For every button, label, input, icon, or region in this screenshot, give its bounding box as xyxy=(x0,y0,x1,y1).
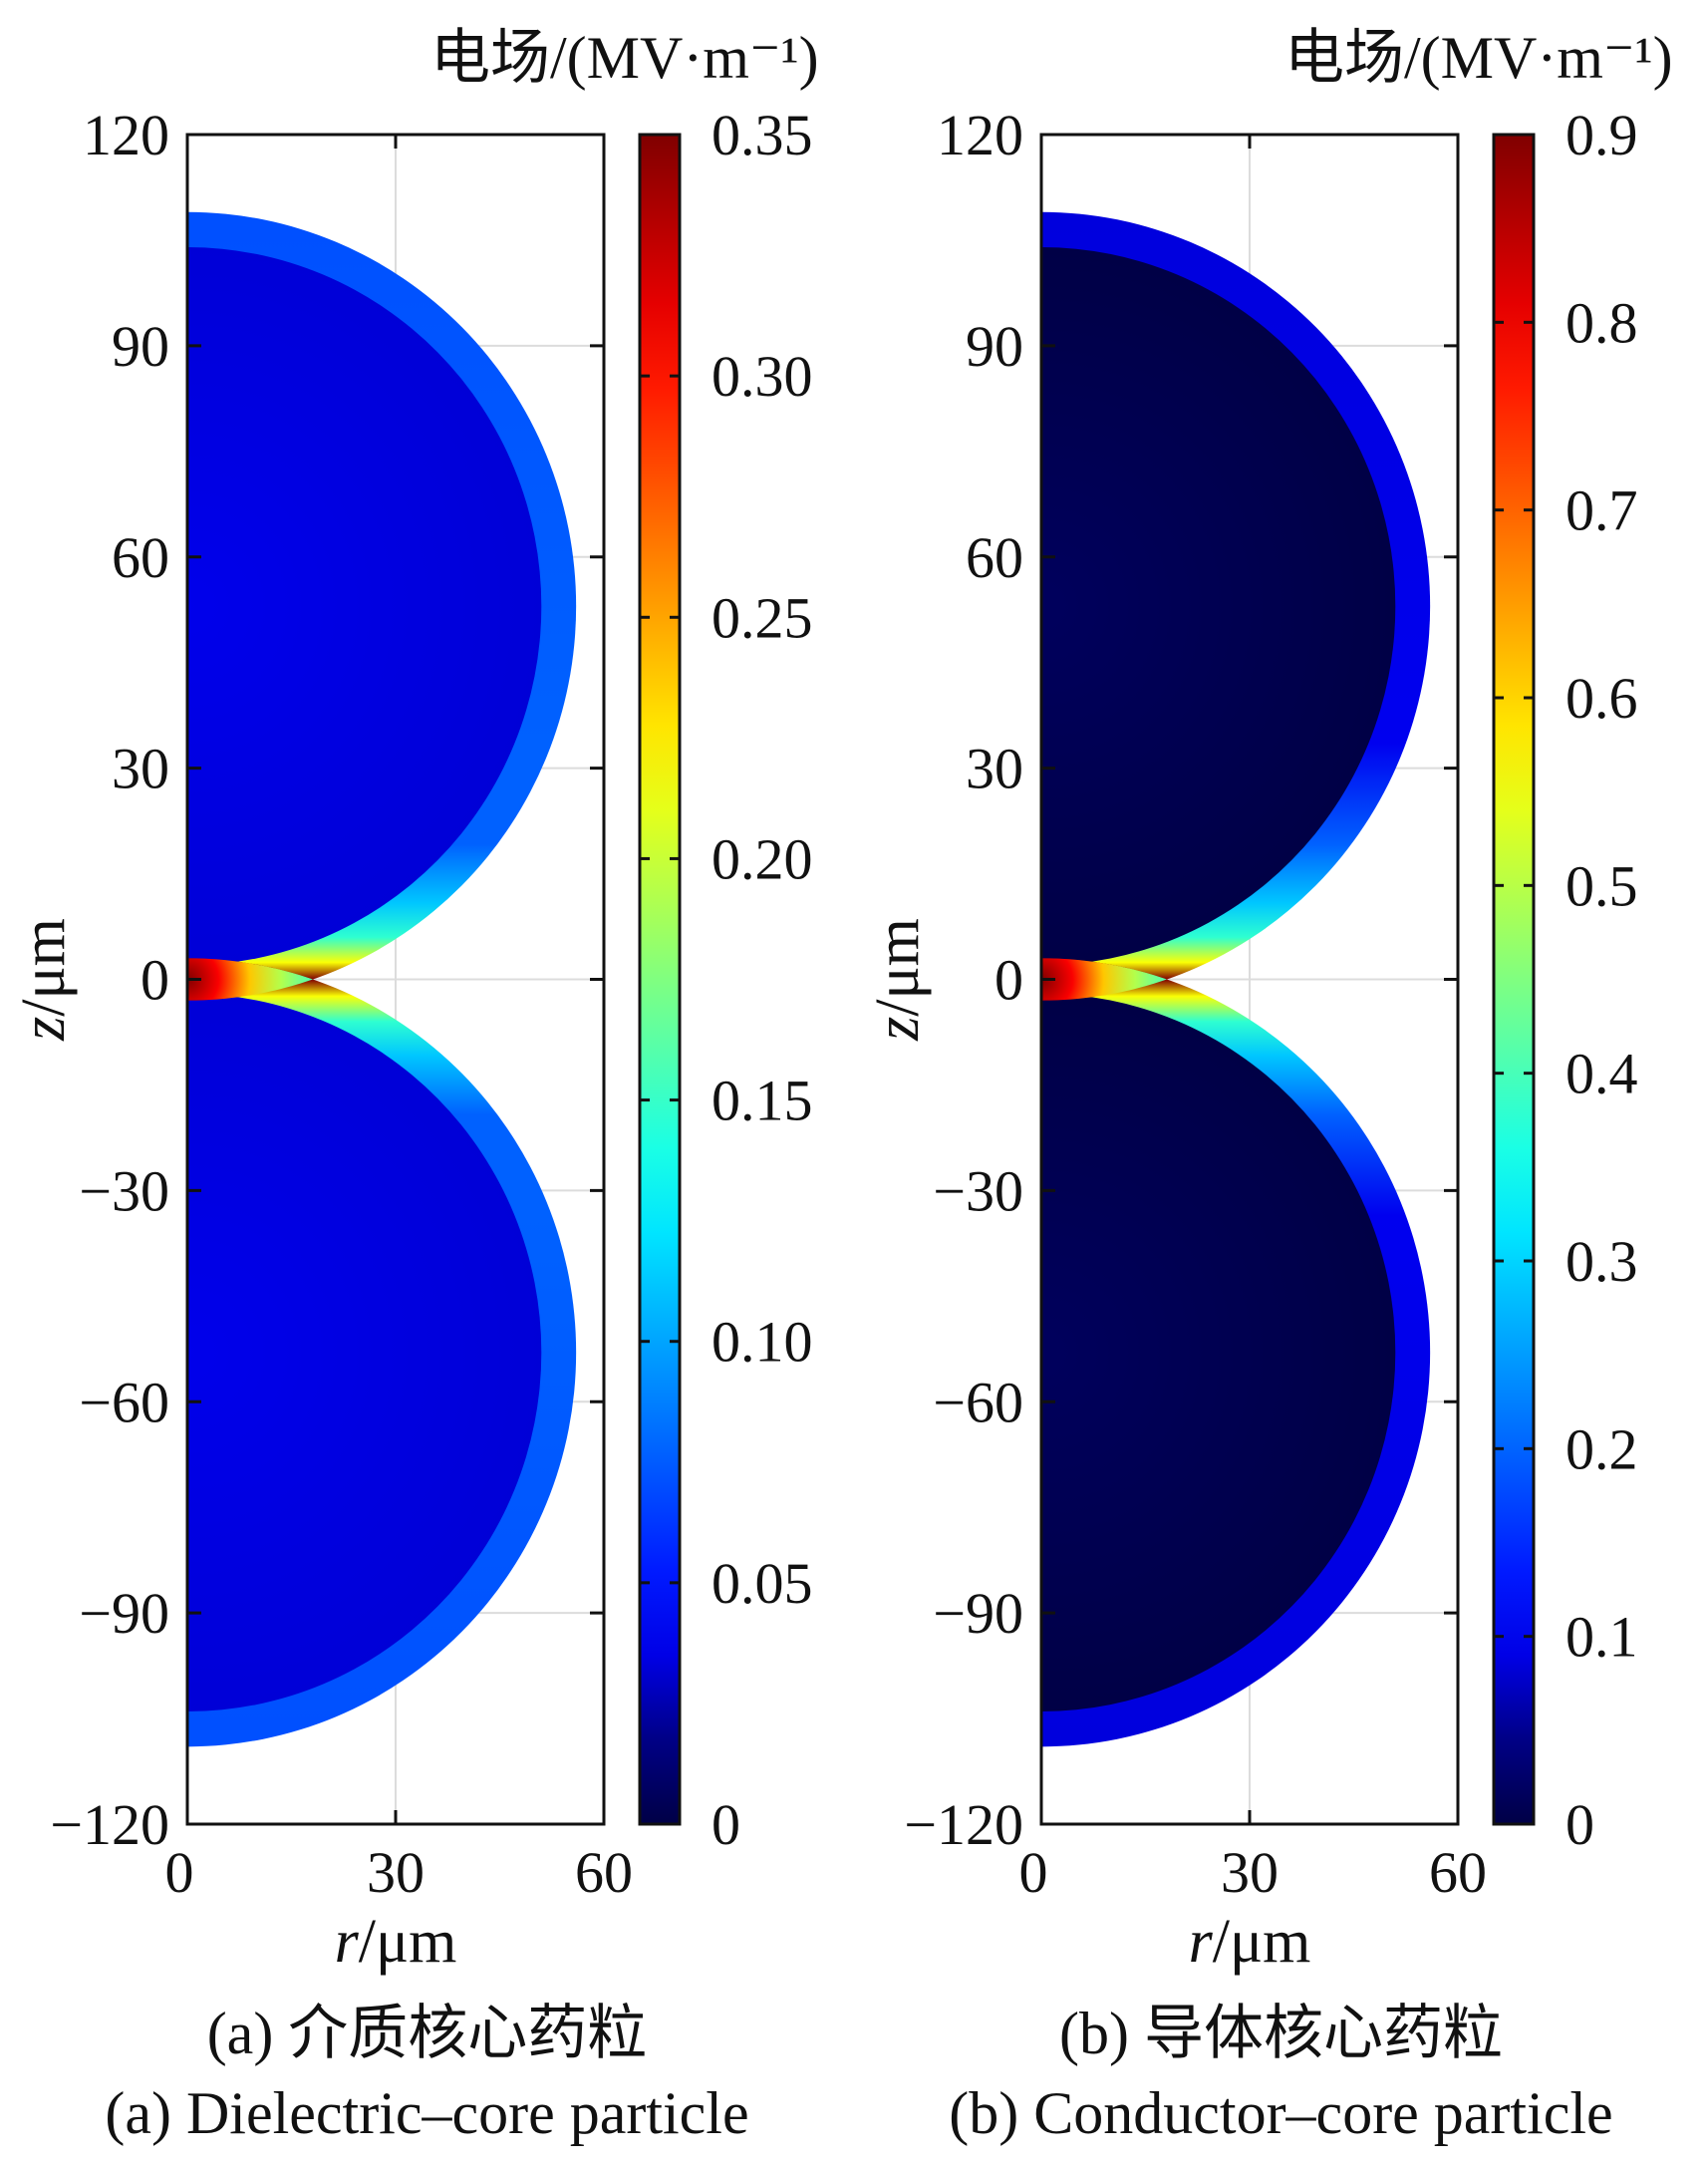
y-tick-label: −90 xyxy=(933,1581,1023,1646)
x-tick-label: 30 xyxy=(367,1840,425,1905)
colorbar-tick-label: 0.4 xyxy=(1566,1042,1638,1106)
plot-area xyxy=(1041,135,1458,1824)
y-tick-label: 60 xyxy=(966,525,1023,590)
y-tick-label: −120 xyxy=(904,1792,1023,1857)
particle-core xyxy=(187,247,542,966)
panel-a: 120 90 60 30 0 −30 −60 −90 −120 0 30 60 r/μm z/μm 0.35… xyxy=(0,0,854,2143)
x-tick-label: 30 xyxy=(1221,1840,1279,1905)
y-tick-label: −30 xyxy=(79,1158,169,1223)
colorbar-tick-label: 0.05 xyxy=(712,1551,813,1616)
colorbar-tick-label: 0 xyxy=(712,1792,740,1857)
y-tick-label: 120 xyxy=(937,103,1023,167)
caption-a-en: (a) Dielectric–core particle xyxy=(105,2080,749,2146)
colorbar-title: 电场/(MV·m⁻¹) xyxy=(1284,25,1673,91)
colorbar-tick-label: 0.5 xyxy=(1566,853,1638,918)
y-axis-label: z/μm xyxy=(864,918,932,1042)
colorbar-tick-label: 0.8 xyxy=(1566,290,1638,355)
gap-hotspot xyxy=(1041,958,1167,1001)
x-axis-label: r/μm xyxy=(1189,1908,1311,1976)
colorbar-tick-label: 0.1 xyxy=(1566,1605,1638,1670)
colorbar-tick-label: 0.25 xyxy=(712,585,813,650)
colorbar-tick-label: 0.2 xyxy=(1566,1416,1638,1481)
colorbar-tick-label: 0.10 xyxy=(712,1310,813,1375)
y-tick-label: 90 xyxy=(966,314,1023,379)
caption-b-en: (b) Conductor–core particle xyxy=(949,2080,1613,2146)
y-tick-label: 30 xyxy=(112,737,169,801)
x-tick-label: 60 xyxy=(1429,1840,1487,1905)
y-tick-label: 30 xyxy=(966,737,1023,801)
colorbar-tick-label: 0 xyxy=(1566,1792,1594,1857)
caption-a-zh: (a) 介质核心药粒 xyxy=(206,2001,648,2066)
colorbar-tick-label: 0.35 xyxy=(712,103,813,167)
colorbar-title: 电场/(MV·m⁻¹) xyxy=(430,25,819,91)
y-tick-label: 0 xyxy=(141,948,169,1013)
colorbar-tick-label: 0.3 xyxy=(1566,1229,1638,1294)
colorbar-tick-label: 0.9 xyxy=(1566,103,1638,167)
x-tick-label: 0 xyxy=(1019,1840,1048,1905)
y-tick-label: −60 xyxy=(933,1370,1023,1434)
colorbar-tick-label: 0.20 xyxy=(712,826,813,891)
y-tick-label: 60 xyxy=(112,525,169,590)
y-tick-label: 120 xyxy=(83,103,169,167)
particle-core xyxy=(1041,993,1396,1711)
y-tick-label: 0 xyxy=(995,948,1023,1013)
colorbar xyxy=(1492,133,1536,1826)
colorbar-tick-label: 0.6 xyxy=(1566,666,1638,731)
x-tick-label: 60 xyxy=(575,1840,633,1905)
y-tick-label: −60 xyxy=(79,1370,169,1434)
y-tick-label: 90 xyxy=(112,314,169,379)
x-axis-label: r/μm xyxy=(335,1908,457,1976)
y-tick-label: −30 xyxy=(933,1158,1023,1223)
gap-hotspot xyxy=(187,958,313,1001)
colorbar-tick-label: 0.15 xyxy=(712,1069,813,1133)
y-axis-label: z/μm xyxy=(10,918,78,1042)
caption-b-zh: (b) 导体核心药粒 xyxy=(1059,2001,1503,2066)
colorbar-tick-label: 0.30 xyxy=(712,344,813,409)
y-tick-label: −90 xyxy=(79,1581,169,1646)
colorbar xyxy=(638,133,682,1826)
x-tick-label: 0 xyxy=(165,1840,194,1905)
colorbar-tick-label: 0.7 xyxy=(1566,478,1638,543)
panel-b: 120 90 60 30 0 −30 −60 −90 −120 0 30 60 r/μm z/μm 0.9 0… xyxy=(854,0,1708,2143)
particle-core xyxy=(187,993,542,1711)
plot-area xyxy=(187,135,604,1824)
particle-core xyxy=(1041,247,1396,966)
y-tick-label: −120 xyxy=(50,1792,169,1857)
